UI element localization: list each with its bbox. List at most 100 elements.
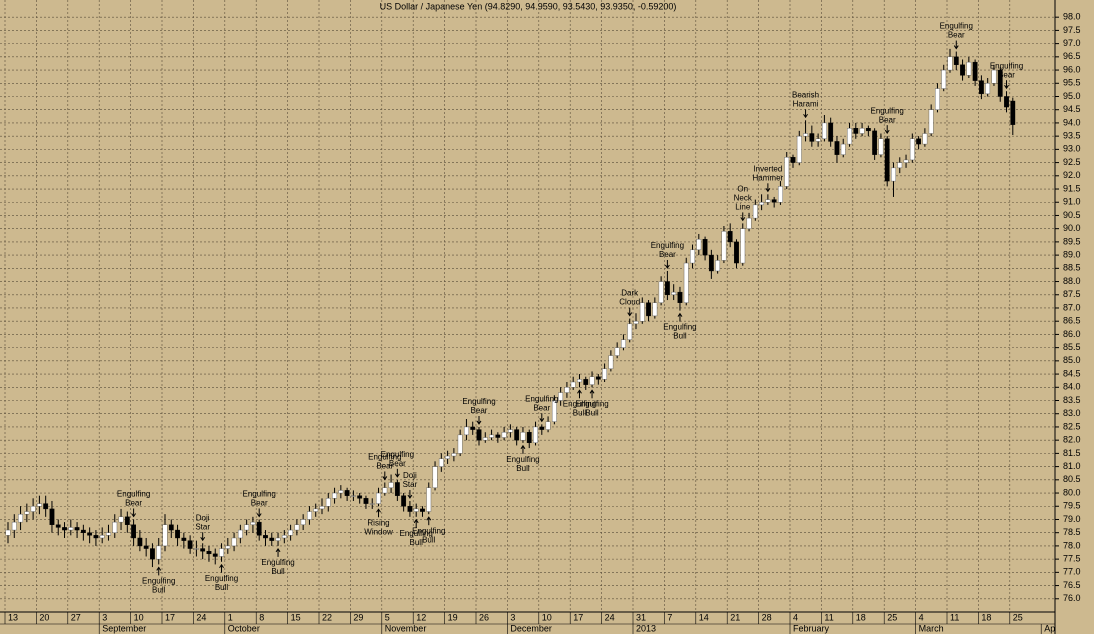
annotation-label: Star [403, 480, 418, 489]
annotation-arrowhead [382, 476, 388, 481]
candle-body [30, 506, 36, 512]
candle-body [49, 508, 55, 525]
annotation-label: Engulfing [142, 577, 175, 586]
y-tick-label: 76.5 [1063, 580, 1081, 590]
month-label: Ap [1044, 623, 1055, 633]
candle-body [715, 260, 721, 272]
candle-body [401, 495, 407, 507]
annotation-arrowhead [627, 312, 633, 317]
axes: 76.0 76.5 77.0 77.5 78.0 78.5 79.0 79.5 80.0 80.5… [4, 12, 1081, 634]
y-tick-label: 89.5 [1063, 236, 1081, 246]
x-tick-label: 11 [824, 612, 833, 622]
y-tick-label: 79.0 [1063, 514, 1081, 524]
candle-body [168, 524, 174, 531]
y-tick-label: 93.0 [1063, 144, 1081, 154]
candle-body [476, 429, 482, 441]
candle-body [62, 527, 67, 531]
annotation-label: Engulfing [400, 529, 433, 538]
candle-body [369, 503, 375, 505]
candle-body [376, 492, 381, 504]
candle-body [357, 495, 363, 499]
y-tick-label: 88.0 [1063, 276, 1081, 286]
annotation-label: Bear [879, 115, 896, 124]
annotation-label: Line [735, 202, 751, 211]
candle-body [407, 506, 413, 512]
annotation-label: Hammer [753, 173, 784, 182]
candle-body [244, 524, 250, 531]
candle-body [300, 519, 306, 525]
candle-body [351, 495, 356, 497]
y-tick-label: 94.5 [1063, 104, 1081, 114]
annotation-label: Engulfing [506, 455, 539, 464]
annotation-label: Bear [125, 499, 142, 508]
x-tick-label: 21 [730, 612, 740, 622]
x-tick-label: 14 [699, 612, 709, 622]
x-tick-label: 17 [165, 612, 175, 622]
candle-body [394, 482, 400, 496]
candle-body [608, 355, 614, 369]
candle-body [922, 133, 928, 145]
candle-body [74, 527, 80, 531]
candle-body [796, 135, 802, 163]
annotation-label: Bear [948, 31, 965, 40]
candle-body [935, 88, 940, 110]
candle-body [382, 487, 388, 494]
y-tick-label: 90.5 [1063, 210, 1081, 220]
candle-body [658, 281, 664, 303]
month-label: November [385, 623, 427, 633]
candle-body [426, 487, 432, 512]
y-tick-label: 76.0 [1063, 593, 1081, 603]
annotation-label: Engulfing [117, 490, 150, 499]
candle-body [332, 492, 337, 499]
candle-body [602, 368, 608, 380]
x-tick-label: 25 [887, 612, 897, 622]
candle-body [752, 204, 758, 219]
annotation-label: Bear [533, 403, 550, 412]
candle-body [11, 521, 17, 531]
annotation-arrowhead [677, 312, 683, 317]
candle-body [960, 64, 965, 76]
candle-body [99, 535, 105, 539]
annotation-arrowhead [426, 516, 432, 521]
x-tick-label: 18 [856, 612, 866, 622]
candle-body [237, 529, 243, 539]
annotation-arrowhead [884, 129, 890, 135]
y-tick-label: 98.0 [1063, 12, 1081, 22]
x-tick-label: 12 [416, 612, 426, 622]
candle-body [533, 426, 538, 444]
y-tick-label: 91.0 [1063, 197, 1081, 207]
candle-body [1010, 100, 1016, 125]
candle-body [106, 532, 111, 536]
y-tick-label: 96.5 [1063, 51, 1081, 61]
candle-body [344, 490, 350, 496]
y-tick-label: 92.5 [1063, 157, 1081, 167]
y-tick-label: 81.0 [1063, 461, 1081, 471]
candle-body [457, 434, 463, 454]
candle-body [941, 69, 947, 89]
candle-body [947, 56, 953, 71]
month-label: February [793, 623, 830, 633]
annotation-label: Engulfing [651, 241, 684, 250]
candle-body [288, 529, 293, 536]
candle-body [18, 513, 23, 523]
candle-body [909, 138, 915, 161]
x-tick-label: 31 [636, 612, 646, 622]
annotation-arrowhead [539, 418, 545, 423]
candle-body [256, 521, 262, 536]
candle-body [671, 291, 677, 295]
y-tick-label: 83.0 [1063, 408, 1081, 418]
candle-body [514, 429, 520, 441]
candle-body [771, 199, 777, 203]
annotation-label: Harami [793, 99, 819, 108]
annotation-arrowhead [200, 536, 206, 542]
x-tick-label: 27 [71, 612, 81, 622]
candle-body [112, 521, 118, 533]
annotation-arrowhead [577, 389, 582, 394]
annotation-label: Bull [585, 408, 599, 417]
annotation-label: Bull [271, 567, 285, 576]
y-tick-label: 90.0 [1063, 223, 1081, 233]
x-tick-label: 4 [793, 612, 798, 622]
annotation-label: Engulfing [575, 399, 608, 408]
y-tick-label: 77.5 [1063, 554, 1081, 564]
